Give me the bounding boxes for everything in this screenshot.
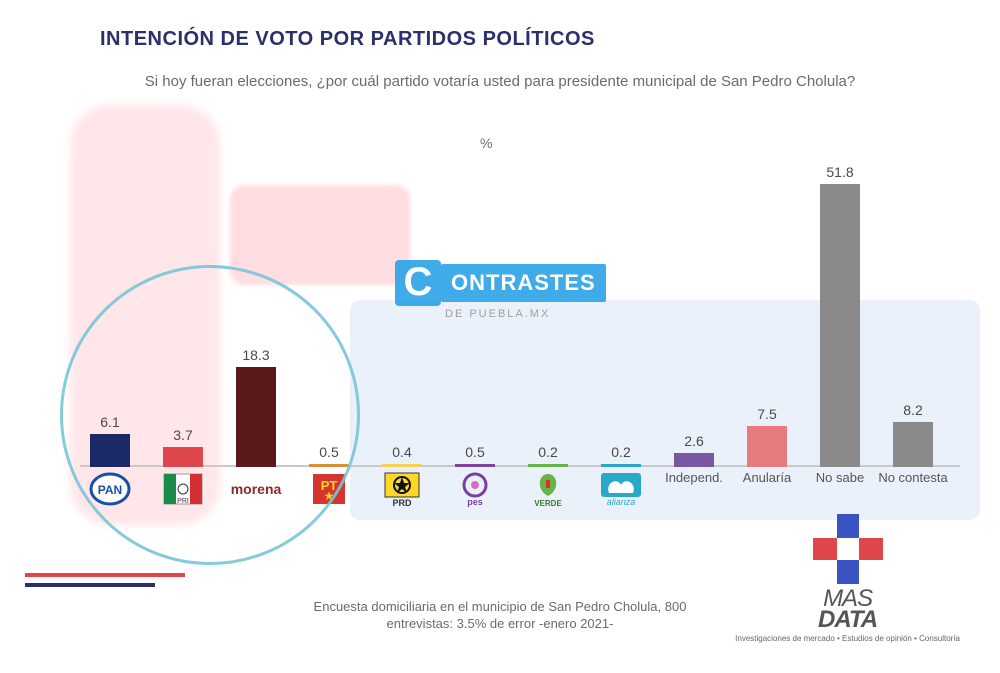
decorative-lines [25,573,185,593]
chart-title: INTENCIÓN DE VOTO POR PARTIDOS POLÍTICOS [100,28,595,51]
svg-text:PRD: PRD [392,498,412,507]
category-label: Independ. [658,470,730,485]
bar-rect: 0.4 [382,464,422,467]
category-label: No contesta [877,470,949,485]
watermark-text: ONTRASTES [441,264,606,302]
bar-value-label: 0.4 [372,444,432,464]
chart-subtitle: Si hoy fueran elecciones, ¿por cuál part… [100,72,900,92]
party-logo-alianza: alianza [599,470,643,508]
bar-rect: 0.2 [601,464,641,467]
footnote: Encuesta domiciliaria en el municipio de… [300,599,700,633]
watermark-sub: DE PUEBLA.MX [445,308,606,320]
bar-rect: 2.6 [674,453,714,467]
party-logo-prd: PRD [380,470,424,508]
brand-logo: MASDATA Investigaciones de mercado • Est… [735,514,960,643]
brand-cross-icon [813,514,883,584]
category-label: No sabe [804,470,876,485]
bar-rect: 8.2 [893,422,933,467]
bar-rect: 7.5 [747,426,787,467]
bar-value-label: 0.2 [591,444,651,464]
decorative-line [25,573,185,577]
svg-text:alianza: alianza [607,497,636,507]
party-logo-verde: VERDE [526,470,570,508]
brand-tag: Investigaciones de mercado • Estudios de… [735,634,960,643]
bar-rect: 0.5 [455,464,495,467]
brand-name: MASDATA [735,588,960,631]
bar-value-label: 51.8 [810,164,870,184]
svg-text:pes: pes [467,497,483,507]
watermark-icon: C [395,260,441,306]
bar-value-label: 7.5 [737,406,797,426]
svg-text:VERDE: VERDE [534,499,562,508]
bar-rect: 51.8 [820,184,860,467]
bar-rect: 0.2 [528,464,568,467]
decorative-line [25,583,155,587]
bar-value-label: 2.6 [664,433,724,453]
bar-value-label: 0.2 [518,444,578,464]
party-logo-pes: pes [453,470,497,508]
bar-value-label: 8.2 [883,402,943,422]
bar-value-label: 0.5 [445,444,505,464]
category-label: Anularía [731,470,803,485]
watermark: CONTRASTES DE PUEBLA.MX [395,260,606,320]
unit-label: % [480,135,492,151]
circle-highlight [60,265,360,565]
